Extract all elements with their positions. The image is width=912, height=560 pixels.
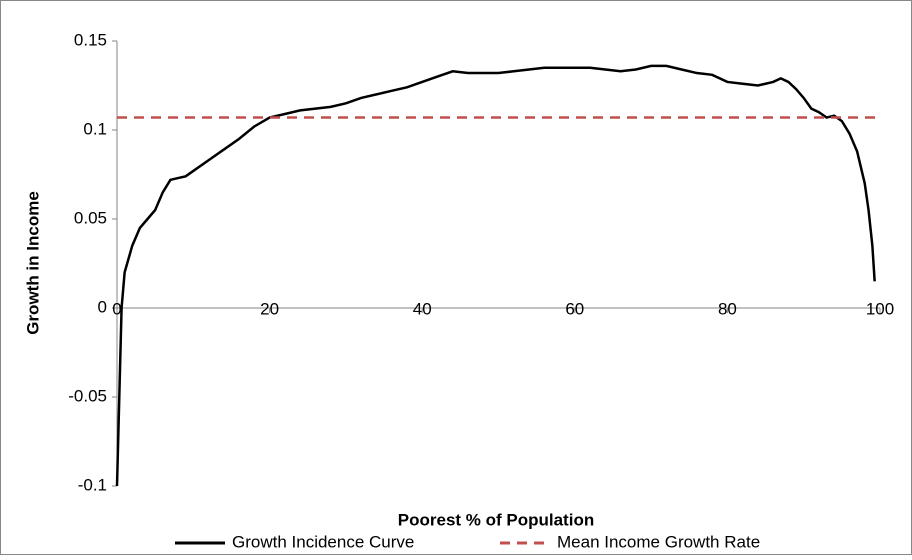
x-tick-label: 60 bbox=[565, 299, 584, 318]
y-tick-label: 0.15 bbox=[74, 30, 107, 49]
y-tick-label: 0.05 bbox=[74, 208, 107, 227]
y-axis-title: Growth in Income bbox=[23, 191, 42, 335]
x-tick-label: 40 bbox=[413, 299, 432, 318]
x-axis-title: Poorest % of Population bbox=[398, 510, 594, 529]
series-line bbox=[115, 64, 876, 487]
x-tick-label: 80 bbox=[718, 299, 737, 318]
y-tick-label: -0.1 bbox=[78, 475, 107, 494]
x-tick-label: 0 bbox=[112, 299, 121, 318]
x-tick-label: 20 bbox=[260, 299, 279, 318]
y-tick-label: 0 bbox=[98, 297, 107, 316]
legend-label: Mean Income Growth Rate bbox=[557, 532, 760, 551]
x-tick-label: 100 bbox=[866, 299, 894, 318]
y-tick-label: 0.1 bbox=[83, 119, 107, 138]
y-tick-label: -0.05 bbox=[68, 386, 107, 405]
legend-label: Growth Incidence Curve bbox=[232, 532, 414, 551]
